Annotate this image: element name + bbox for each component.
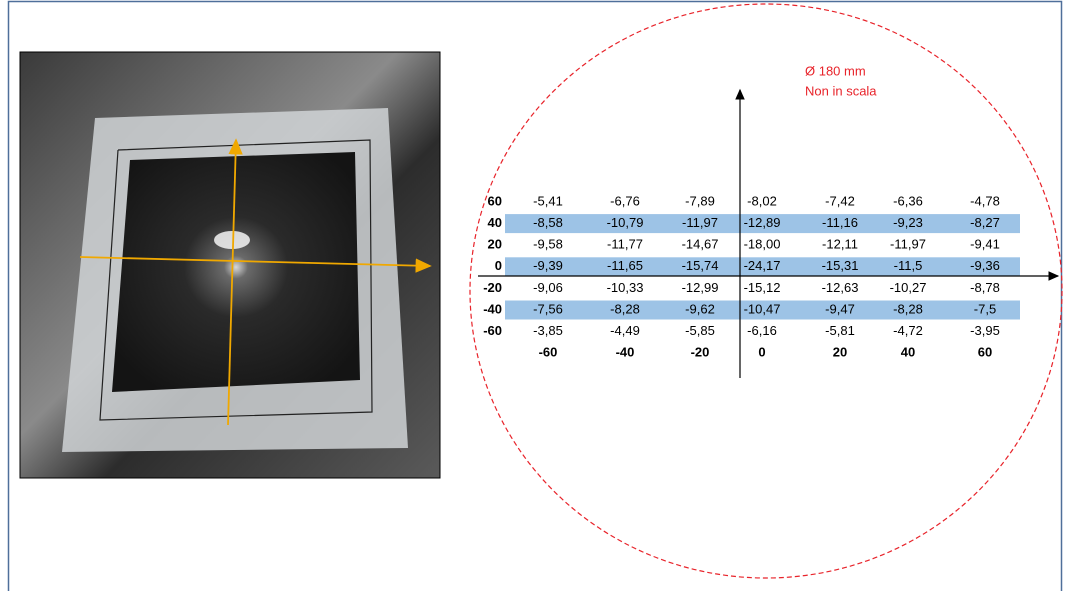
cell: -8,27: [970, 215, 1000, 230]
row-label: -60: [483, 323, 502, 338]
cell: -15,31: [822, 258, 859, 273]
cell: -8,58: [533, 215, 563, 230]
cell: -4,49: [610, 323, 640, 338]
cell: -18,00: [744, 237, 781, 252]
cell: -9,39: [533, 258, 563, 273]
cell: -5,41: [533, 193, 563, 208]
cell: -14,67: [682, 237, 719, 252]
cell: -11,97: [890, 237, 926, 252]
cell: -9,62: [685, 301, 715, 316]
cell: -10,47: [744, 301, 781, 316]
cell: -8,78: [970, 280, 1000, 295]
cell: -8,28: [893, 301, 923, 316]
column-label: 0: [758, 345, 765, 360]
row-label: 40: [488, 215, 502, 230]
cell: -9,23: [893, 215, 923, 230]
column-label: -60: [539, 345, 558, 360]
cell: -6,36: [893, 193, 923, 208]
row-label: -40: [483, 301, 502, 316]
cell: -24,17: [744, 258, 781, 273]
cell: -7,89: [685, 193, 715, 208]
column-label: -20: [691, 345, 710, 360]
cell: -11,5: [894, 258, 923, 273]
cell: -11,77: [607, 237, 643, 252]
cell: -11,16: [822, 215, 858, 230]
cell: -3,85: [533, 323, 563, 338]
cell: -9,58: [533, 237, 563, 252]
column-label: 60: [978, 345, 992, 360]
cell: -15,12: [744, 280, 781, 295]
cell: -8,02: [747, 193, 777, 208]
cell: -9,36: [970, 258, 1000, 273]
annotation: Ø 180 mm: [805, 63, 866, 78]
cell: -8,28: [610, 301, 640, 316]
annotation: Non in scala: [805, 83, 877, 98]
cell: -7,42: [825, 193, 855, 208]
figure: Ø 180 mm Non in scala 60 -5,41 -6,76 -7,89 -…: [0, 0, 1070, 591]
row-label: 60: [488, 193, 502, 208]
cell: -12,99: [682, 280, 719, 295]
cell: -9,47: [825, 301, 855, 316]
cell: -9,41: [970, 237, 1000, 252]
cell: -10,33: [607, 280, 644, 295]
cell: -6,16: [747, 323, 777, 338]
cell: -11,97: [682, 215, 718, 230]
row-label: 20: [488, 237, 502, 252]
column-label: 20: [833, 345, 847, 360]
row-label: -20: [483, 280, 502, 295]
cell: -5,81: [825, 323, 855, 338]
cell: -7,56: [533, 301, 563, 316]
cell: -7,5: [974, 301, 996, 316]
cell: -10,79: [607, 215, 644, 230]
cell: -6,76: [610, 193, 640, 208]
column-label: 40: [901, 345, 915, 360]
cell: -4,78: [970, 193, 1000, 208]
cell: -5,85: [685, 323, 715, 338]
cell: -15,74: [682, 258, 719, 273]
cell: -12,63: [822, 280, 859, 295]
cell: -12,89: [744, 215, 781, 230]
row-label: 0: [495, 258, 502, 273]
cell: -10,27: [890, 280, 927, 295]
column-label: -40: [616, 345, 635, 360]
cell: -3,95: [970, 323, 1000, 338]
cell: -9,06: [533, 280, 563, 295]
cell: -11,65: [607, 258, 643, 273]
cell: -4,72: [893, 323, 923, 338]
photo: [20, 52, 440, 478]
cell: -12,11: [822, 237, 858, 252]
